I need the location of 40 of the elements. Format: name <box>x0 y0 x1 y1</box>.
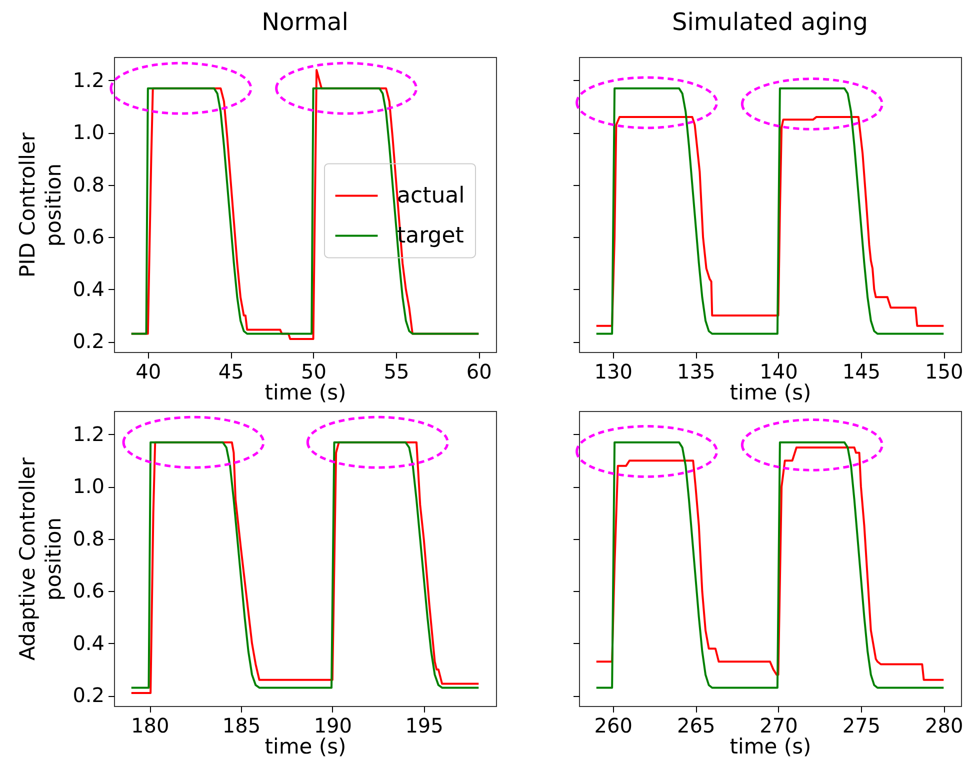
y-tick-label: 1.2 <box>72 422 104 446</box>
y-tick-label: 0.6 <box>72 578 104 603</box>
y-tick-label: 1.0 <box>72 120 104 144</box>
y-tick-label: 0.2 <box>72 683 104 708</box>
x-tick-label: 180 <box>131 714 170 738</box>
legend-label: actual <box>397 184 465 209</box>
x-tick-label: 190 <box>314 714 352 738</box>
y-tick-label: 0.6 <box>72 224 104 249</box>
x-tick-label: 130 <box>594 360 632 384</box>
y-tick-label: 1.0 <box>72 474 104 498</box>
x-tick-label: 265 <box>676 714 716 738</box>
y-axis-title: PID Controller position <box>16 132 66 278</box>
x-axis-title: time (s) <box>730 734 812 758</box>
x-axis-title: time (s) <box>264 734 346 758</box>
x-tick-label: 135 <box>676 360 716 384</box>
x-tick-label: 145 <box>842 360 881 384</box>
x-axis-title: time (s) <box>264 380 346 404</box>
y-tick-label: 0.4 <box>72 276 104 301</box>
x-tick-label: 150 <box>925 360 964 384</box>
x-tick-label: 60 <box>466 360 492 384</box>
chart-title: Simulated aging <box>672 8 868 36</box>
y-tick-label: 0.4 <box>72 630 104 655</box>
y-tick-label: 0.8 <box>72 526 104 550</box>
x-tick-label: 195 <box>405 714 444 738</box>
x-tick-label: 185 <box>222 714 261 738</box>
y-axis-title: Adaptive Controller position <box>16 457 66 660</box>
x-axis-title: time (s) <box>730 380 812 404</box>
x-tick-label: 275 <box>842 714 881 738</box>
y-tick-label: 1.2 <box>72 68 104 92</box>
x-tick-label: 55 <box>384 360 410 384</box>
x-tick-label: 140 <box>760 360 798 384</box>
y-tick-label: 0.2 <box>72 329 104 354</box>
x-tick-label: 280 <box>925 714 964 738</box>
chart-title: Normal <box>262 8 348 36</box>
x-tick-label: 270 <box>760 714 798 738</box>
y-tick-label: 0.8 <box>72 172 104 196</box>
x-tick-label: 260 <box>594 714 632 738</box>
x-tick-label: 40 <box>136 360 162 384</box>
x-tick-label: 50 <box>301 360 326 384</box>
x-tick-label: 45 <box>218 360 244 384</box>
